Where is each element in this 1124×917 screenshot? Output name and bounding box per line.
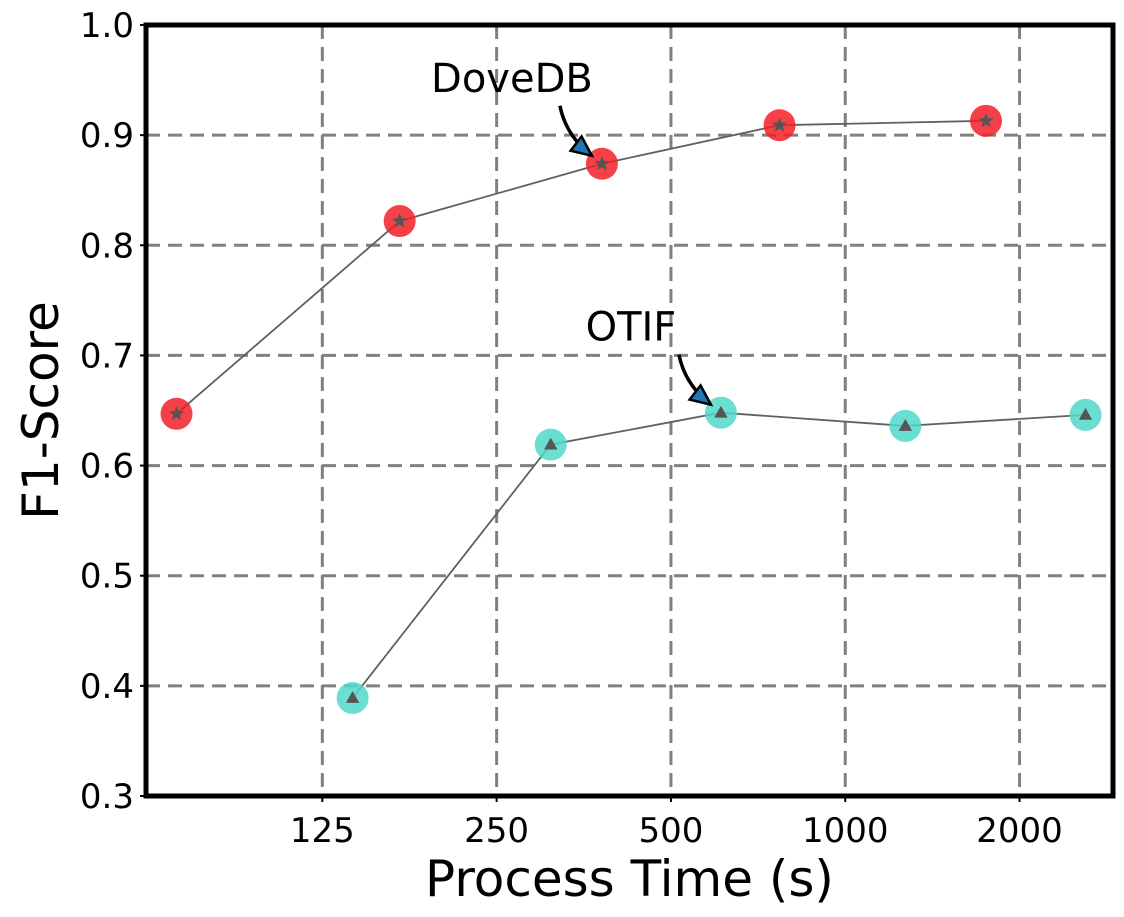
annotation-arrowhead	[568, 134, 595, 158]
y-tick-label: 0.6	[80, 447, 134, 487]
y-tick-label: 0.7	[80, 336, 134, 376]
annotation-arrowhead	[687, 383, 714, 407]
star-marker	[978, 112, 994, 128]
tick-labels: 125 250 500 1000 2000 0.3 0.4 0.5 0.6 0.7 0.8 0.9 1.…	[80, 6, 1063, 851]
triangle-marker	[345, 690, 360, 703]
y-tick-label: 0.4	[80, 667, 134, 707]
series-line-1	[351, 411, 1086, 699]
y-tick-label: 0.3	[80, 777, 134, 817]
annotation-label: DoveDB	[431, 56, 593, 102]
star-marker	[392, 213, 408, 228]
series-lines	[175, 119, 1086, 699]
plot-frame	[143, 22, 1116, 799]
annotation-label: OTIF	[586, 305, 677, 351]
x-tick-label: 500	[638, 811, 703, 851]
x-axis-title: Process Time (s)	[425, 850, 834, 908]
y-tick-label: 0.8	[80, 226, 134, 266]
triangle-marker	[898, 418, 913, 431]
y-tick-label: 0.9	[80, 116, 134, 156]
y-tick-label: 0.5	[80, 557, 134, 597]
data-points	[160, 104, 1102, 714]
series-line-0	[175, 119, 987, 415]
x-tick-label: 250	[464, 811, 529, 851]
grid	[146, 25, 1113, 796]
star-marker	[771, 117, 788, 132]
triangle-marker	[714, 405, 728, 418]
star-marker	[168, 405, 185, 421]
x-tick-label: 2000	[976, 811, 1063, 851]
x-tick-label: 1000	[802, 811, 889, 851]
x-tick-label: 125	[290, 811, 355, 851]
y-axis-title: F1-Score	[12, 301, 70, 520]
triangle-marker	[1078, 407, 1093, 420]
star-marker	[594, 155, 610, 171]
triangle-marker	[544, 437, 558, 450]
annotations: DoveDB OTIF	[431, 56, 714, 407]
y-tick-label: 1.0	[80, 6, 134, 46]
